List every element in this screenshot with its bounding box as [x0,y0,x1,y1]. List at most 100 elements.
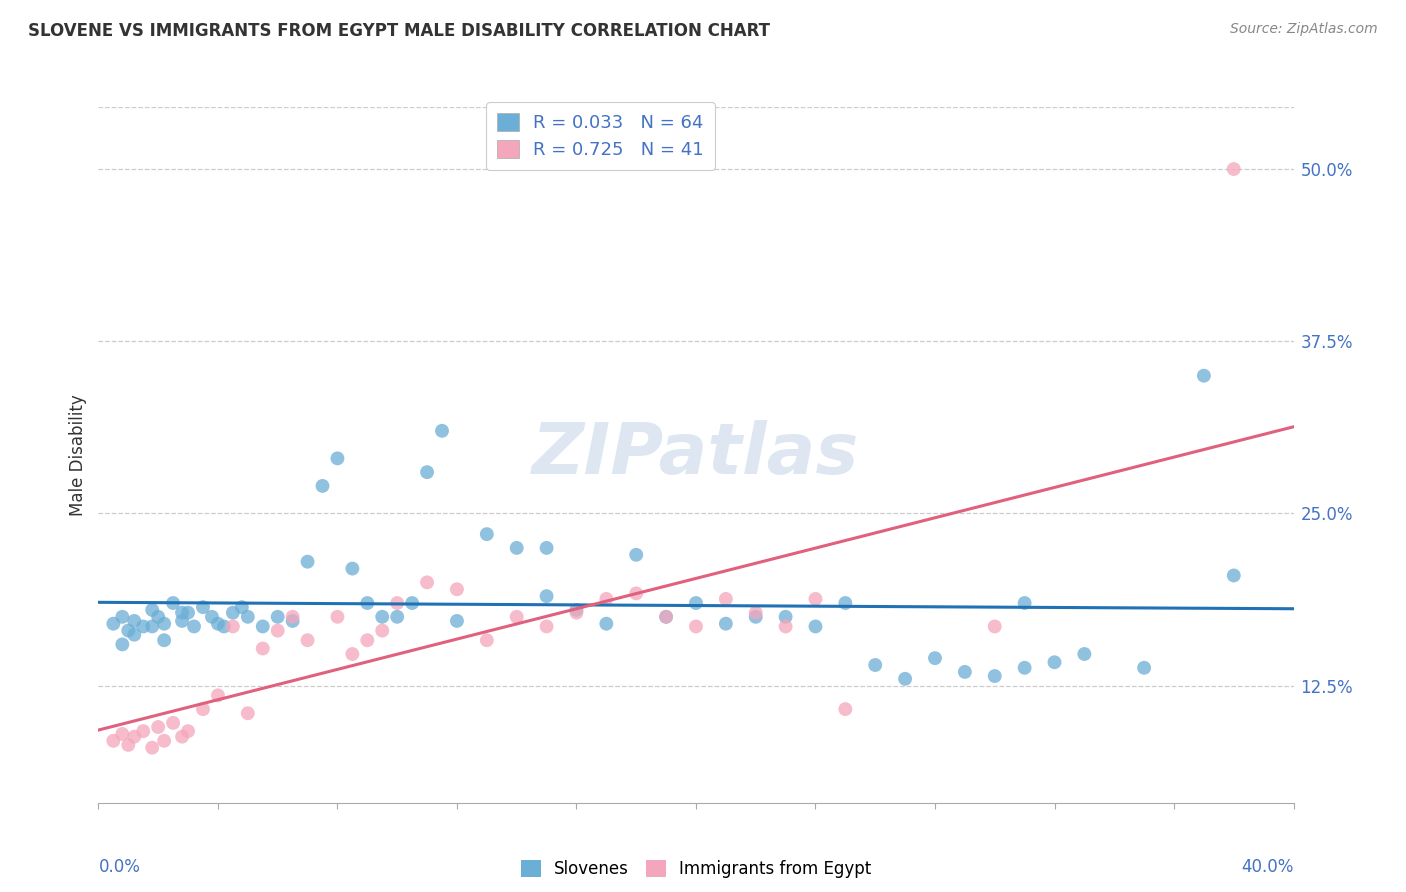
Point [1014,596,1036,610]
Point [148,609,170,624]
Point [714,616,737,631]
Point [172,614,194,628]
Point [775,609,797,624]
Point [111,637,134,651]
Point [267,624,290,638]
Point [430,424,453,438]
Point [371,609,394,624]
Point [342,647,364,661]
Point [865,658,887,673]
Point [371,624,394,638]
Point [141,603,163,617]
Point [1192,368,1215,383]
Point [172,606,194,620]
Point [148,720,170,734]
Point [834,596,856,610]
Point [153,733,176,747]
Text: ZIPatlas: ZIPatlas [533,420,859,490]
Point [1014,661,1036,675]
Point [475,633,498,648]
Point [117,738,139,752]
Point [153,616,176,631]
Point [267,609,290,624]
Point [117,624,139,638]
Point [984,669,1007,683]
Point [201,609,224,624]
Point [804,619,827,633]
Point [416,465,439,479]
Y-axis label: Male Disability: Male Disability [69,394,87,516]
Point [626,586,648,600]
Point [506,609,529,624]
Text: 40.0%: 40.0% [1241,858,1294,877]
Point [111,609,134,624]
Point [685,619,707,633]
Point [162,596,184,610]
Point [222,619,245,633]
Text: Source: ZipAtlas.com: Source: ZipAtlas.com [1230,22,1378,37]
Point [536,541,558,555]
Point [183,619,205,633]
Point [775,619,797,633]
Text: SLOVENE VS IMMIGRANTS FROM EGYPT MALE DISABILITY CORRELATION CHART: SLOVENE VS IMMIGRANTS FROM EGYPT MALE DI… [28,22,770,40]
Point [953,665,976,679]
Point [236,706,259,721]
Point [1133,661,1156,675]
Point [212,619,235,633]
Point [191,600,214,615]
Point [236,609,259,624]
Point [124,730,146,744]
Point [655,609,678,624]
Point [207,616,229,631]
Point [356,596,378,610]
Point [191,702,214,716]
Point [231,600,253,615]
Point [342,561,364,575]
Point [311,479,333,493]
Point [103,733,125,747]
Point [745,609,768,624]
Point [132,724,155,739]
Point [1223,162,1246,177]
Point [141,619,163,633]
Point [446,582,468,597]
Point [506,541,529,555]
Point [626,548,648,562]
Point [326,609,349,624]
Point [111,727,134,741]
Point [685,596,707,610]
Point [804,591,827,606]
Point [1073,647,1095,661]
Point [326,451,349,466]
Point [924,651,946,665]
Point [252,641,274,656]
Point [595,591,617,606]
Point [222,606,245,620]
Point [124,614,146,628]
Point [297,633,319,648]
Point [132,619,155,633]
Point [536,619,558,633]
Point [281,614,304,628]
Legend: Slovenes, Immigrants from Egypt: Slovenes, Immigrants from Egypt [515,854,877,885]
Point [745,606,768,620]
Point [595,616,617,631]
Point [207,689,229,703]
Point [401,596,423,610]
Point [565,606,588,620]
Point [141,740,163,755]
Point [297,555,319,569]
Point [385,596,409,610]
Point [475,527,498,541]
Point [177,724,200,739]
Point [446,614,468,628]
Point [356,633,378,648]
Point [385,609,409,624]
Point [984,619,1007,633]
Point [834,702,856,716]
Point [416,575,439,590]
Point [153,633,176,648]
Text: 0.0%: 0.0% [98,858,141,877]
Point [655,609,678,624]
Point [177,606,200,620]
